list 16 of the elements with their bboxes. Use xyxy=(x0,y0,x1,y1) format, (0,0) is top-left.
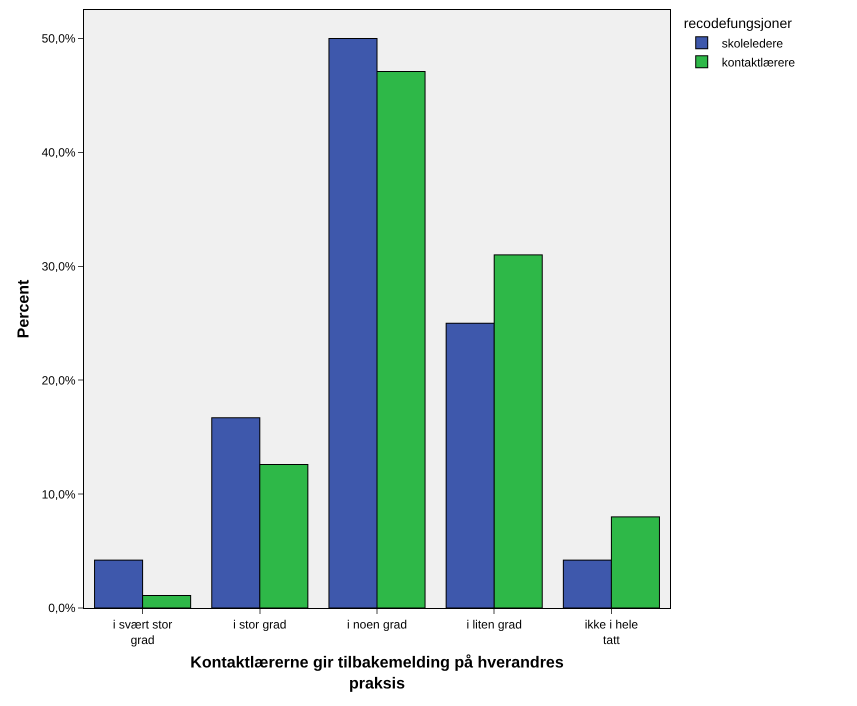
legend-title: recodefungsjoner xyxy=(684,15,792,32)
y-tick-label: 50,0% xyxy=(42,32,76,46)
y-tick-label: 20,0% xyxy=(42,373,76,388)
y-tick-label: 0,0% xyxy=(48,601,76,616)
y-axis-title: Percent xyxy=(15,278,32,338)
legend-label: skoleledere xyxy=(722,36,784,50)
x-tick-label: i svært stor grad xyxy=(112,617,172,647)
x-tick-label: i noen grad xyxy=(346,617,408,632)
x-axis-title: Kontaktlærerne gir tilbakemelding på hverandres praksis xyxy=(190,654,564,692)
y-tick-label: 30,0% xyxy=(42,259,76,274)
legend-label: kontaktlærere xyxy=(722,55,796,70)
y-tick-label: 40,0% xyxy=(42,146,76,160)
x-tick-label: i liten grad xyxy=(466,617,522,632)
x-tick-label: ikke i hele tatt xyxy=(584,617,638,647)
x-tick-label: i stor grad xyxy=(233,617,286,632)
y-tick-label: 10,0% xyxy=(42,487,76,502)
